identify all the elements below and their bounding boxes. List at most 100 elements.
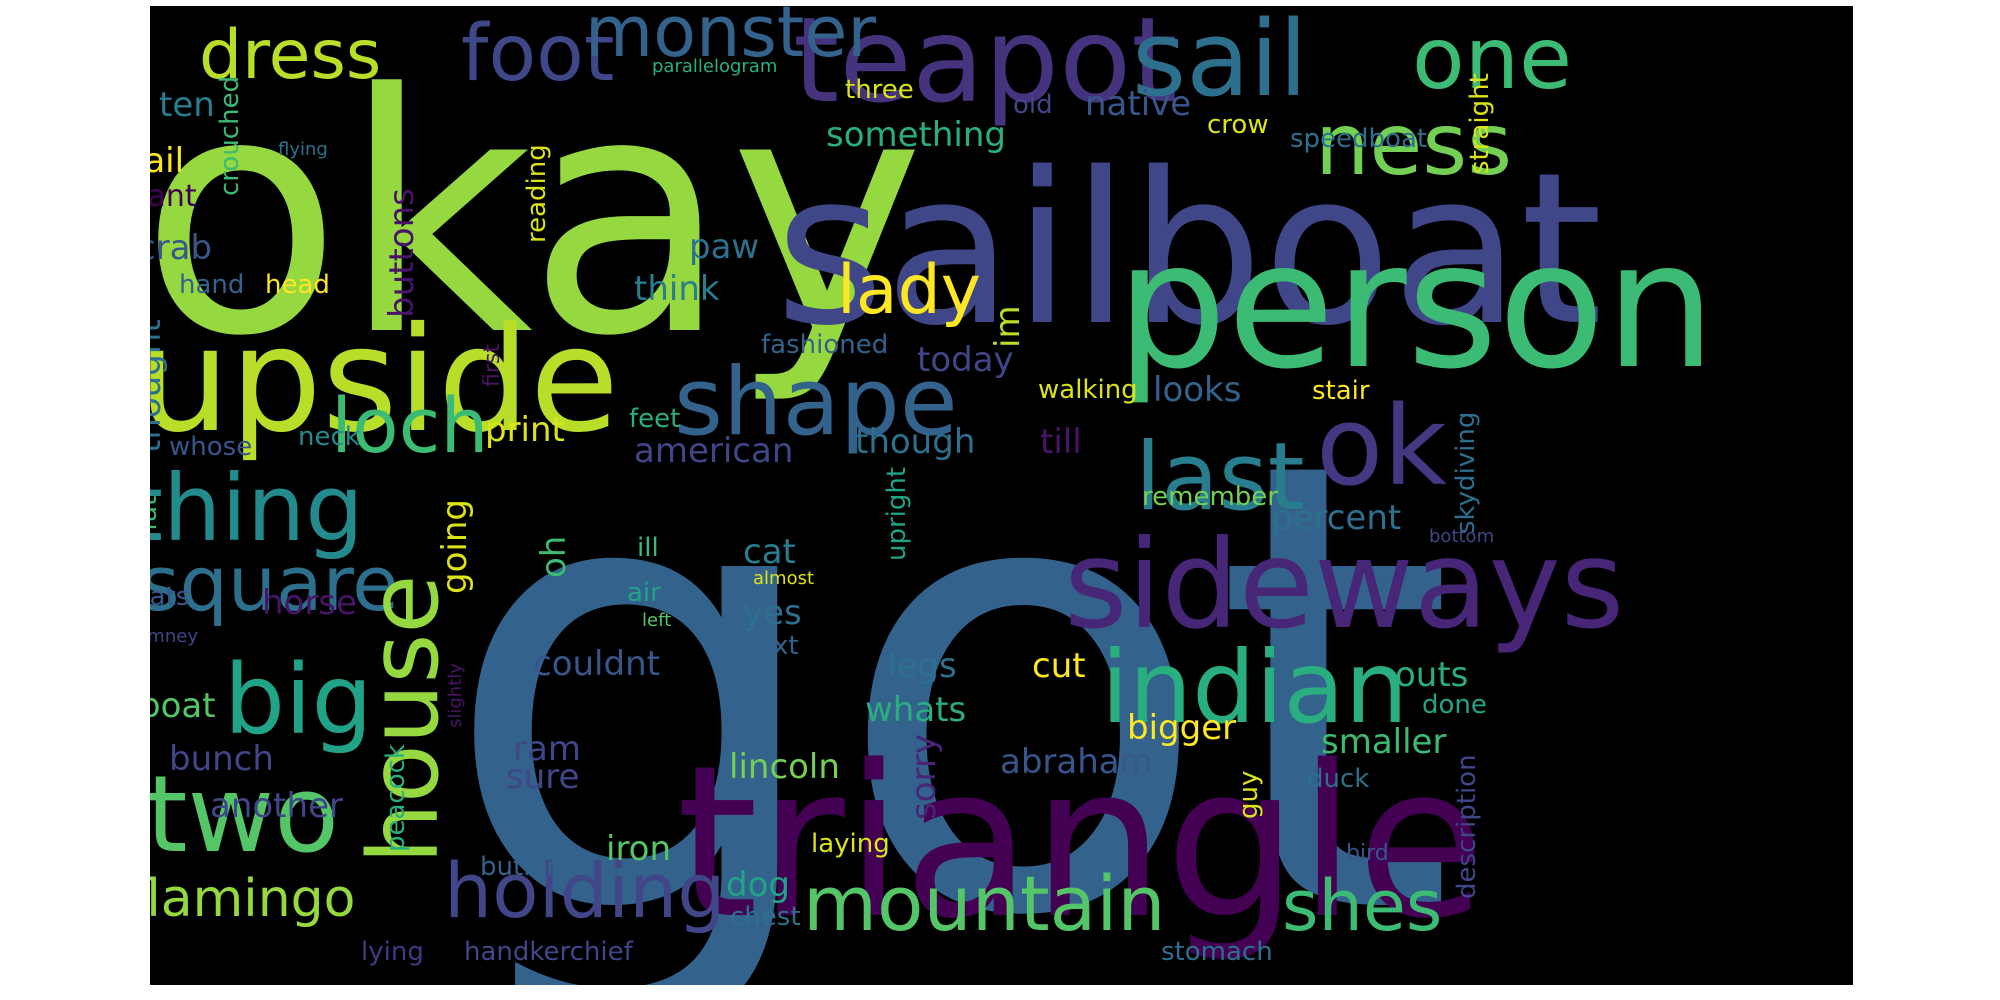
cloud-word-upright: upright	[882, 467, 912, 561]
cloud-word-cat: cat	[743, 532, 796, 572]
cloud-word-air: air	[627, 578, 661, 608]
cloud-word-lincoln: lincoln	[729, 747, 840, 787]
cloud-word-person: person	[1116, 205, 1716, 408]
cloud-word-duck: duck	[1307, 764, 1369, 794]
cloud-word-chest: chest	[730, 902, 801, 932]
cloud-word-bigger: bigger	[1127, 708, 1236, 748]
cloud-word-shape: shape	[674, 348, 958, 457]
cloud-word-bunch: bunch	[169, 739, 274, 779]
cloud-word-next: next	[741, 631, 799, 661]
cloud-word-till: till	[1040, 422, 1082, 462]
cloud-word-two: two	[150, 753, 339, 876]
cloud-word-big: big	[224, 644, 373, 756]
cloud-word-holding: holding	[444, 846, 726, 935]
cloud-word-ill: ill	[637, 533, 659, 563]
cloud-word-thats: thats	[150, 582, 189, 612]
cloud-word-ram: ram	[513, 729, 581, 769]
cloud-word-teapot: teapot	[793, 6, 1178, 129]
cloud-word-guy: guy	[1234, 771, 1264, 819]
cloud-word-loch: loch	[331, 381, 489, 470]
cloud-word-crow: crow	[1207, 110, 1269, 140]
cloud-word-remember: remember	[1142, 482, 1278, 512]
cloud-word-print: print	[485, 410, 565, 450]
cloud-word-couldnt: couldnt	[533, 644, 660, 684]
cloud-word-lady: lady	[837, 251, 981, 330]
cloud-word-walking: walking	[1038, 375, 1138, 405]
cloud-word-hand: hand	[179, 270, 244, 300]
cloud-word-speedboat: speedboat	[1290, 124, 1427, 154]
cloud-word-done: done	[1422, 690, 1487, 720]
cloud-word-sure: sure	[506, 757, 579, 797]
cloud-word-flamingo: flamingo	[150, 869, 356, 929]
cloud-word-last: last	[1135, 423, 1305, 532]
cloud-word-sailboat: sailboat	[775, 127, 1603, 372]
cloud-word-stomach: stomach	[1161, 937, 1273, 967]
cloud-word-ok: ok	[1316, 382, 1447, 510]
cloud-word-almost: almost	[753, 568, 814, 589]
cloud-word-ten: ten	[159, 85, 215, 125]
cloud-word-crab: crab	[150, 228, 212, 268]
cloud-word-sideways: sideways	[1064, 514, 1624, 656]
cloud-word-bottom: bottom	[1429, 526, 1494, 547]
cloud-word-house: house	[348, 575, 460, 865]
cloud-word-dress: dress	[199, 16, 381, 95]
cloud-word-fashioned: fashioned	[761, 330, 888, 360]
cloud-word-shes: shes	[1282, 865, 1442, 947]
cloud-word-fat: fat	[150, 496, 163, 531]
cloud-word-thing: thing	[150, 455, 364, 562]
cloud-word-yes: yes	[743, 593, 802, 633]
cloud-word-whats: whats	[865, 690, 966, 730]
cloud-word-description: description	[1452, 754, 1482, 899]
cloud-word-another: another	[210, 786, 343, 826]
cloud-word-thought: thought	[150, 319, 169, 453]
cloud-word-something: something	[826, 115, 1006, 155]
cloud-word-today: today	[917, 340, 1014, 380]
cloud-word-paw: paw	[689, 227, 759, 267]
cloud-word-though: though	[855, 422, 975, 462]
cloud-word-think: think	[634, 269, 720, 309]
cloud-word-square: square	[150, 539, 399, 628]
cloud-word-american: american	[634, 431, 793, 471]
cloud-word-sorry: sorry	[904, 734, 944, 820]
cloud-word-reading: reading	[522, 144, 552, 243]
cloud-word-looks: looks	[1153, 370, 1241, 410]
cloud-word-horse: horse	[262, 583, 357, 623]
cloud-word-abraham: abraham	[1000, 742, 1153, 782]
cloud-word-butler: butler	[480, 852, 557, 882]
cloud-word-whose: whose	[169, 432, 252, 462]
cloud-word-tail: tail	[150, 141, 184, 181]
cloud-word-handkerchief: handkerchief	[464, 937, 634, 967]
cloud-word-stair: stair	[1312, 376, 1370, 406]
cloud-word-flying: flying	[278, 139, 328, 160]
cloud-word-dog: dog	[726, 865, 790, 905]
cloud-word-cut: cut	[1032, 646, 1086, 686]
cloud-word-one: one	[1412, 9, 1572, 109]
cloud-word-buttons: buttons	[382, 188, 422, 318]
cloud-word-native: native	[1085, 84, 1191, 124]
cloud-word-upside: upside	[150, 296, 619, 465]
cloud-word-left: left	[642, 610, 671, 631]
cloud-word-outs: outs	[1395, 655, 1468, 695]
cloud-word-got: got	[440, 331, 1456, 985]
cloud-word-head: head	[265, 270, 330, 300]
cloud-word-old: old	[1013, 90, 1053, 120]
cloud-word-going: going	[435, 499, 475, 594]
cloud-word-peacock: peacock	[381, 744, 411, 852]
cloud-word-bird: bird	[1346, 841, 1389, 866]
cloud-word-mountain: mountain	[803, 859, 1166, 948]
cloud-word-neck: neck	[298, 422, 360, 452]
cloud-word-boat: boat	[150, 686, 216, 726]
cloud-word-first: first	[480, 344, 505, 387]
cloud-word-straight: straight	[1465, 73, 1495, 174]
word-cloud-canvas: gotokaysailboattrianglepersonupsideteapo…	[150, 6, 1716, 985]
cloud-word-laying: laying	[811, 829, 890, 859]
cloud-word-iron: iron	[606, 829, 671, 869]
cloud-word-skydiving: skydiving	[1451, 412, 1481, 534]
cloud-word-percent: percent	[1271, 498, 1401, 538]
cloud-word-three: three	[845, 75, 914, 105]
cloud-word-feet: feet	[629, 404, 680, 434]
word-cloud: got okay sailboat triangle person upside teapo…	[150, 6, 1853, 985]
cloud-word-legs: legs	[887, 646, 957, 686]
cloud-word-triangle: triangle	[676, 720, 1486, 965]
